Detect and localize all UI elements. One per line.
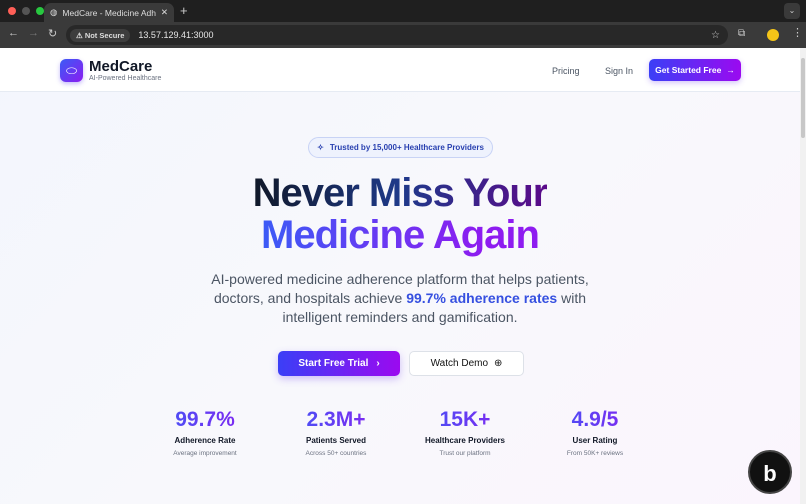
stat-desc: From 50K+ reviews	[566, 450, 624, 457]
url-text: 13.57.129.41:3000	[138, 30, 214, 40]
warning-icon: ⚠	[76, 30, 85, 40]
stat-label: Patients Served	[305, 436, 367, 445]
watch-demo-label: Watch Demo	[430, 358, 489, 369]
page: ⬭ MedCare AI-Powered Healthcare Pricing …	[0, 48, 800, 504]
stat-desc: Across 50+ countries	[305, 450, 367, 457]
tab-title: MedCare - Medicine Adherence	[62, 7, 156, 18]
reload-icon[interactable]: ↻	[48, 28, 58, 40]
site-header: ⬭ MedCare AI-Powered Healthcare Pricing …	[0, 48, 800, 92]
trust-badge: ✧ Trusted by 15,000+ Healthcare Providers	[308, 137, 493, 158]
scrollbar-thumb[interactable]	[801, 58, 805, 138]
subtitle-pre: AI-powered medicine adherence platform t…	[211, 271, 589, 306]
bolt-badge-logo[interactable]: b	[748, 450, 792, 494]
security-label: Not Secure	[84, 30, 125, 40]
security-indicator[interactable]: ⚠ Not Secure	[70, 28, 131, 42]
subtitle-highlight: 99.7% adherence rates	[406, 290, 558, 306]
profile-avatar[interactable]	[767, 29, 779, 41]
stat-providers: 15K+ Healthcare Providers Trust our platfo…	[405, 408, 525, 457]
start-free-trial-button[interactable]: Start Free Trial ›	[278, 351, 400, 376]
chevron-right-icon: ›	[376, 358, 380, 369]
get-started-label: Get Started Free	[655, 65, 722, 75]
browser-tab[interactable]: ◍ MedCare - Medicine Adherence ✕	[44, 3, 174, 22]
tab-search-chevron-icon[interactable]: ⌄	[784, 3, 800, 19]
hero-title-line1: Never Miss Your	[0, 171, 800, 215]
close-window-button[interactable]	[8, 7, 16, 15]
more-menu-icon[interactable]: ⋮	[792, 27, 803, 39]
stat-value: 99.7%	[145, 408, 265, 432]
stat-label: Healthcare Providers	[424, 436, 506, 445]
hero-title-text1: Never Miss Your	[252, 171, 549, 215]
brand-name[interactable]: MedCare	[89, 58, 153, 75]
url-bar[interactable]: ⚠ Not Secure 13.57.129.41:3000 ☆	[66, 25, 728, 45]
hero-subtitle: AI-powered medicine adherence platform t…	[190, 270, 610, 327]
window-controls	[8, 7, 44, 15]
close-tab-icon[interactable]: ✕	[160, 7, 168, 17]
tab-bar: ◍ MedCare - Medicine Adherence ✕ + ⌄	[0, 0, 806, 22]
stat-label: Adherence Rate	[174, 436, 236, 445]
start-free-trial-label: Start Free Trial	[298, 358, 369, 369]
stat-value: 2.3M+	[276, 408, 396, 432]
back-icon[interactable]: ←	[8, 27, 19, 39]
stat-value: 4.9/5	[535, 408, 655, 432]
hero-title-line2: Medicine Again	[0, 213, 800, 257]
trust-badge-text: Trusted by 15,000+ Healthcare Providers	[329, 143, 484, 152]
maximize-window-button[interactable]	[36, 7, 44, 15]
stat-label: User Rating	[572, 436, 618, 445]
stat-rating: 4.9/5 User Rating From 50K+ reviews	[535, 408, 655, 457]
bookmark-star-icon[interactable]: ☆	[711, 29, 720, 41]
hero-title-text2: Medicine Again	[261, 213, 540, 257]
stat-desc: Average improvement	[173, 450, 237, 457]
globe-icon: ◍	[50, 7, 58, 17]
stat-patients: 2.3M+ Patients Served Across 50+ countries	[276, 408, 396, 457]
extensions-icon[interactable]: ⧉	[738, 28, 746, 39]
bolt-letter: b	[763, 461, 777, 486]
new-tab-button[interactable]: +	[180, 3, 188, 18]
scrollbar[interactable]	[800, 48, 806, 504]
nav-pricing-link[interactable]: Pricing	[552, 66, 580, 76]
forward-icon[interactable]: →	[28, 27, 39, 39]
watch-demo-button[interactable]: Watch Demo ⊕	[409, 351, 524, 376]
get-started-button[interactable]: Get Started Free →	[649, 59, 741, 81]
arrow-right-icon: →	[726, 65, 735, 75]
stat-value: 15K+	[405, 408, 525, 432]
stat-desc: Trust our platform	[439, 450, 491, 457]
globe-icon: ⊕	[494, 358, 503, 369]
minimize-window-button[interactable]	[22, 7, 30, 15]
subtitle-post: with intelligent reminders and gamificat…	[282, 290, 586, 325]
sparkle-icon: ✧	[317, 143, 324, 152]
pill-icon[interactable]: ⬭	[60, 59, 83, 82]
brand-tagline: AI-Powered Healthcare	[89, 75, 162, 82]
address-bar-row: ← → ↻ ⚠ Not Secure 13.57.129.41:3000 ☆ ⧉…	[0, 22, 806, 48]
stat-adherence: 99.7% Adherence Rate Average improvement	[145, 408, 265, 457]
nav-sign-in-link[interactable]: Sign In	[605, 66, 634, 76]
